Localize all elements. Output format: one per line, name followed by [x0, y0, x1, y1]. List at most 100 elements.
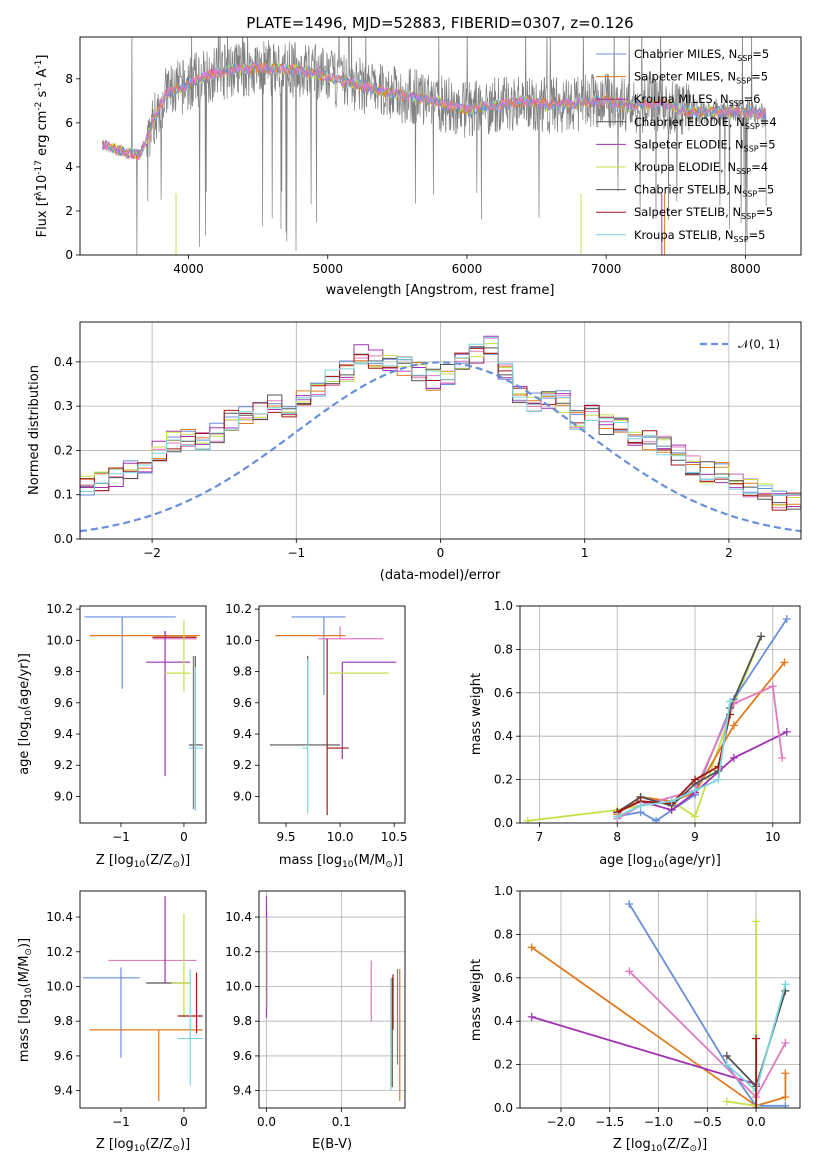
y-tick-label: 0.8: [494, 642, 513, 656]
series-line-red: [616, 714, 731, 813]
y-tick-label: 1.0: [494, 884, 513, 898]
y-tick-label: 9.4: [54, 1084, 73, 1098]
y-tick-label: 9.6: [54, 1049, 73, 1063]
y-axis-label: mass [log10(M/M⊙)]: [17, 938, 34, 1062]
panel-massweight-vs-age: 7 8 9 10 0.0 0.2 0.4 0.6 0.8 1.0 age [log10(age/yr…: [469, 599, 801, 870]
series-marker: [667, 797, 676, 806]
y-tick-label: 2: [65, 204, 73, 218]
legend-label: Kroupa STELIB, NSSP=5: [634, 228, 765, 244]
plot-area: [269, 616, 397, 816]
errorbar-point-blue: [84, 616, 176, 689]
panel-age-vs-Z: −1 0 9.0 9.2 9.4 9.6 9.8 10.0 10.2 Z [log10(Z/Z⊙)…: [17, 602, 207, 870]
legend-label: Salpeter MILES, NSSP=5: [634, 70, 768, 86]
legend-label: Chabrier MILES, NSSP=5: [634, 47, 769, 63]
y-tick-label: 9.6: [233, 696, 252, 710]
series-marker: [752, 917, 761, 926]
errorbar-point-lime: [165, 620, 191, 692]
x-axis-label: mass [log10(M/M⊙)]: [279, 853, 403, 870]
series-marker: [722, 1051, 731, 1060]
y-tick-label: 0.0: [54, 532, 73, 546]
y-tick-label: 10.2: [225, 602, 252, 616]
series-marker: [757, 632, 766, 641]
y-tick-label: 9.8: [233, 665, 252, 679]
y-tick-label: 0.6: [494, 971, 513, 985]
legend-label: 𝒩(0, 1): [738, 337, 780, 351]
y-tick-label: 0.8: [494, 927, 513, 941]
series-line-blue: [628, 903, 786, 1107]
y-tick-label: 10.0: [225, 633, 252, 647]
x-tick-label: 8: [613, 830, 621, 844]
errorbar-point-purple: [146, 630, 191, 777]
y-tick-label: 9.2: [54, 758, 73, 772]
y-tick-label: 9.0: [54, 789, 73, 803]
errorbar-point-pink: [318, 626, 384, 640]
y-axis-label: mass weight: [469, 959, 484, 1041]
x-axis-label: Z [log10(Z/Z⊙)]: [96, 1137, 190, 1154]
series-marker: [782, 727, 791, 736]
errorbar-point-cyan: [188, 666, 203, 811]
y-tick-label: 10.2: [46, 945, 73, 959]
series-marker: [691, 775, 699, 784]
y-tick-label: 9.8: [54, 1014, 73, 1028]
series-marker: [726, 697, 734, 706]
y-tick-label: 10.0: [225, 979, 252, 993]
x-tick-label: 8000: [730, 262, 761, 276]
series-line-orange: [531, 946, 787, 1107]
series-marker: [781, 1038, 790, 1047]
x-tick-label: −1.0: [644, 1115, 673, 1129]
series-marker: [625, 967, 634, 976]
x-tick-label: 0.0: [257, 1115, 276, 1129]
y-tick-label: 0.3: [54, 399, 73, 413]
x-tick-label: −1: [112, 830, 130, 844]
histogram-lime: [80, 343, 801, 506]
y-tick-label: 0.2: [54, 443, 73, 457]
x-tick-label: 7000: [591, 262, 622, 276]
y-axis-label: age [log10(age/yr)]: [17, 653, 34, 775]
plot-area: [520, 891, 800, 1108]
histogram-orange: [80, 352, 801, 506]
legend-label: Kroupa MILES, NSSP=6: [634, 92, 760, 108]
series-marker: [729, 753, 738, 762]
errorbar-point-red: [152, 630, 197, 638]
x-tick-label: −0.5: [693, 1115, 722, 1129]
chart-title: PLATE=1496, MJD=52883, FIBERID=0307, z=0…: [246, 14, 633, 32]
y-axis-label: mass weight: [469, 673, 484, 755]
series-marker: [636, 801, 645, 810]
y-tick-label: 9.0: [233, 789, 252, 803]
x-axis-label: wavelength [Angstrom, rest frame]: [326, 283, 555, 298]
series-marker: [781, 1069, 790, 1078]
legend-label: Chabrier STELIB, NSSP=5: [634, 183, 774, 199]
panel-massweight-vs-Z: −2.0 −1.5 −1.0 −0.5 0.0 0.0 0.2 0.4 0.6 0.8 1.0 Z […: [469, 884, 801, 1154]
y-tick-label: 10.2: [225, 945, 252, 959]
y-tick-label: 0.6: [494, 686, 513, 700]
y-tick-label: 9.2: [233, 758, 252, 772]
x-axis-label: E(B-V): [312, 1137, 352, 1152]
spectrum-legend: Chabrier MILES, NSSP=5 Salpeter MILES, NS…: [596, 47, 777, 244]
series-marker: [722, 1060, 731, 1069]
series-marker: [768, 682, 777, 691]
errorbar-point-purple: [341, 661, 397, 759]
errorbar-point-blue: [291, 616, 346, 695]
panel-mass-vs-Z: −1 0 9.4 9.6 9.8 10.0 10.2 10.4 Z [log10(Z/Z⊙)] m…: [17, 890, 207, 1154]
series-marker: [691, 786, 699, 795]
x-tick-label: −1: [287, 546, 305, 560]
errorbar-point-red: [326, 638, 349, 816]
panel-mass-vs-EBV: 0.0 0.1 9.4 9.6 9.8 10.0 10.2 10.4 E(B-V): [225, 890, 406, 1152]
axes-frame: [258, 605, 406, 824]
plot-area: [84, 616, 203, 811]
legend-label: Salpeter ELODIE, NSSP=5: [634, 137, 776, 153]
plot-area: [80, 322, 801, 539]
series-line-pink: [616, 684, 783, 820]
x-tick-label: 0: [180, 1115, 188, 1129]
series-marker: [752, 1104, 761, 1108]
histogram-pink: [80, 337, 801, 512]
x-tick-label: 9: [691, 830, 699, 844]
x-axis-label: Z [log10(Z/Z⊙)]: [613, 1137, 707, 1154]
x-tick-label: −2.0: [546, 1115, 575, 1129]
histogram-red: [80, 347, 801, 512]
series-marker: [752, 1034, 761, 1043]
series-marker: [781, 980, 790, 989]
y-tick-label: 10.4: [225, 910, 252, 924]
axes-frame: [258, 890, 406, 1109]
